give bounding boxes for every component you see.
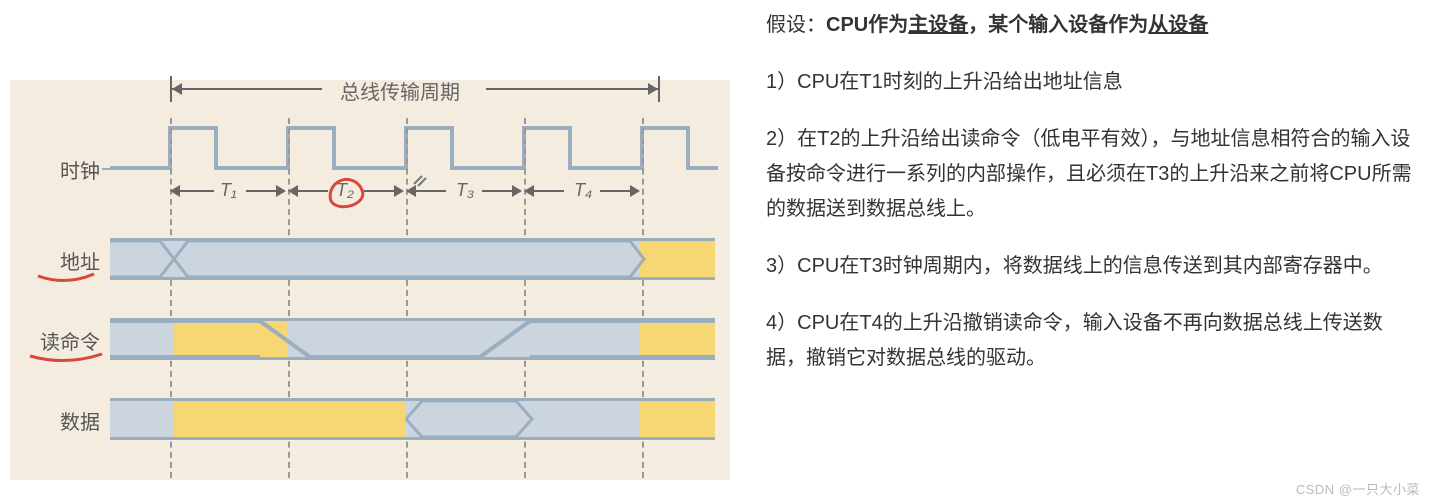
step-1: 1）CPU在T1时刻的上升沿给出地址信息 xyxy=(766,65,1414,100)
t1-head-r xyxy=(276,185,286,197)
t4-head-l xyxy=(524,185,534,197)
address-lane-shape xyxy=(110,238,715,280)
t4-label: T₄ xyxy=(574,180,592,201)
readcmd-lane xyxy=(110,318,715,360)
t3-label: T₃ xyxy=(456,180,474,201)
clock-label: 时钟 xyxy=(30,155,100,184)
scribble-annotation xyxy=(412,172,434,188)
right-panel: 假设：CPU作为主设备，某个输入设备作为从设备 1）CPU在T1时刻的上升沿给出… xyxy=(748,0,1434,504)
assumption-prefix: 假设： xyxy=(766,14,826,36)
assumption-body-2: ，某个输入设备作为 xyxy=(968,14,1148,36)
t1-bar-l xyxy=(174,190,214,192)
t2-head-l xyxy=(288,185,298,197)
t1-head-l xyxy=(170,185,180,197)
assumption-body-1: CPU作为 xyxy=(826,14,908,36)
t2-head-r xyxy=(394,185,404,197)
readcmd-label: 读命令 xyxy=(22,326,100,355)
step-2: 2）在T2的上升沿给出读命令（低电平有效），与地址信息相符合的输入设备按命令进行… xyxy=(766,122,1414,227)
data-label: 数据 xyxy=(30,406,100,435)
assumption-u1: 主设备 xyxy=(908,14,968,36)
clock-waveform xyxy=(110,90,720,180)
t3-head-r xyxy=(512,185,522,197)
readcmd-red-underline xyxy=(28,352,106,364)
timing-diagram: 总线传输周期 时钟 T₁ xyxy=(10,80,730,480)
t1-label: T₁ xyxy=(220,180,237,201)
readcmd-shape xyxy=(110,318,715,366)
address-label: 地址 xyxy=(30,246,100,275)
left-panel: 总线传输周期 时钟 T₁ xyxy=(0,0,748,504)
watermark: CSDN @一只大小菜 xyxy=(1296,479,1420,498)
assumption-u2: 从设备 xyxy=(1148,14,1208,36)
address-lane xyxy=(110,238,715,280)
data-lane-shape xyxy=(110,398,715,440)
data-lane xyxy=(110,398,715,440)
address-red-underline xyxy=(36,272,96,284)
step-4: 4）CPU在T4的上升沿撤销读命令，输入设备不再向数据总线上传送数据，撤销它对数… xyxy=(766,306,1414,376)
main-layout: 总线传输周期 时钟 T₁ xyxy=(0,0,1434,504)
step-3: 3）CPU在T3时钟周期内，将数据线上的信息传送到其内部寄存器中。 xyxy=(766,249,1414,284)
assumption-line: 假设：CPU作为主设备，某个输入设备作为从设备 xyxy=(766,8,1414,43)
t4-head-r xyxy=(630,185,640,197)
